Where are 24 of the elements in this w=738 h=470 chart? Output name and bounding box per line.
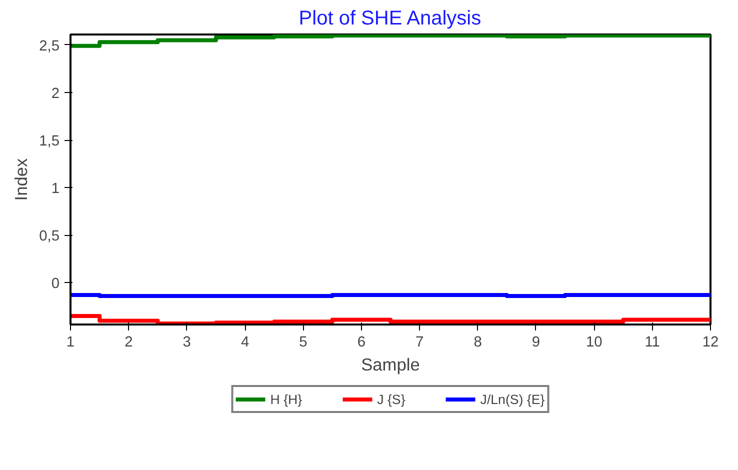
x-tick-label: 9 <box>532 334 540 350</box>
legend-label: J {S} <box>377 392 406 406</box>
x-tick-label: 11 <box>644 334 660 350</box>
x-tick-label: 12 <box>702 334 719 350</box>
x-tick-label: 10 <box>586 334 602 350</box>
x-tick-label: 3 <box>182 334 191 350</box>
y-tick-label: 2 <box>51 86 60 102</box>
x-tick-label: 6 <box>357 334 366 350</box>
y-tick-label: 0 <box>51 276 60 292</box>
x-tick-label: 4 <box>240 334 250 350</box>
x-tick-label: 1 <box>66 334 75 350</box>
y-tick-label: 0,5 <box>39 228 60 245</box>
y-tick-label: 1,5 <box>39 134 60 150</box>
x-tick-label: 7 <box>416 334 424 350</box>
x-tick-label: 5 <box>299 334 308 350</box>
legend-label: J/Ln(S) {E} <box>480 392 545 406</box>
x-axis-title: Sample <box>361 354 420 374</box>
x-tick-label: 8 <box>474 334 482 350</box>
y-tick-label: 2,5 <box>39 38 60 54</box>
chart-title: Plot of SHE Analysis <box>298 8 482 30</box>
y-tick-label: 1 <box>51 181 60 198</box>
legend-label: H {H} <box>270 392 302 406</box>
y-axis-title: Index <box>11 158 32 201</box>
x-tick-label: 2 <box>124 334 133 350</box>
